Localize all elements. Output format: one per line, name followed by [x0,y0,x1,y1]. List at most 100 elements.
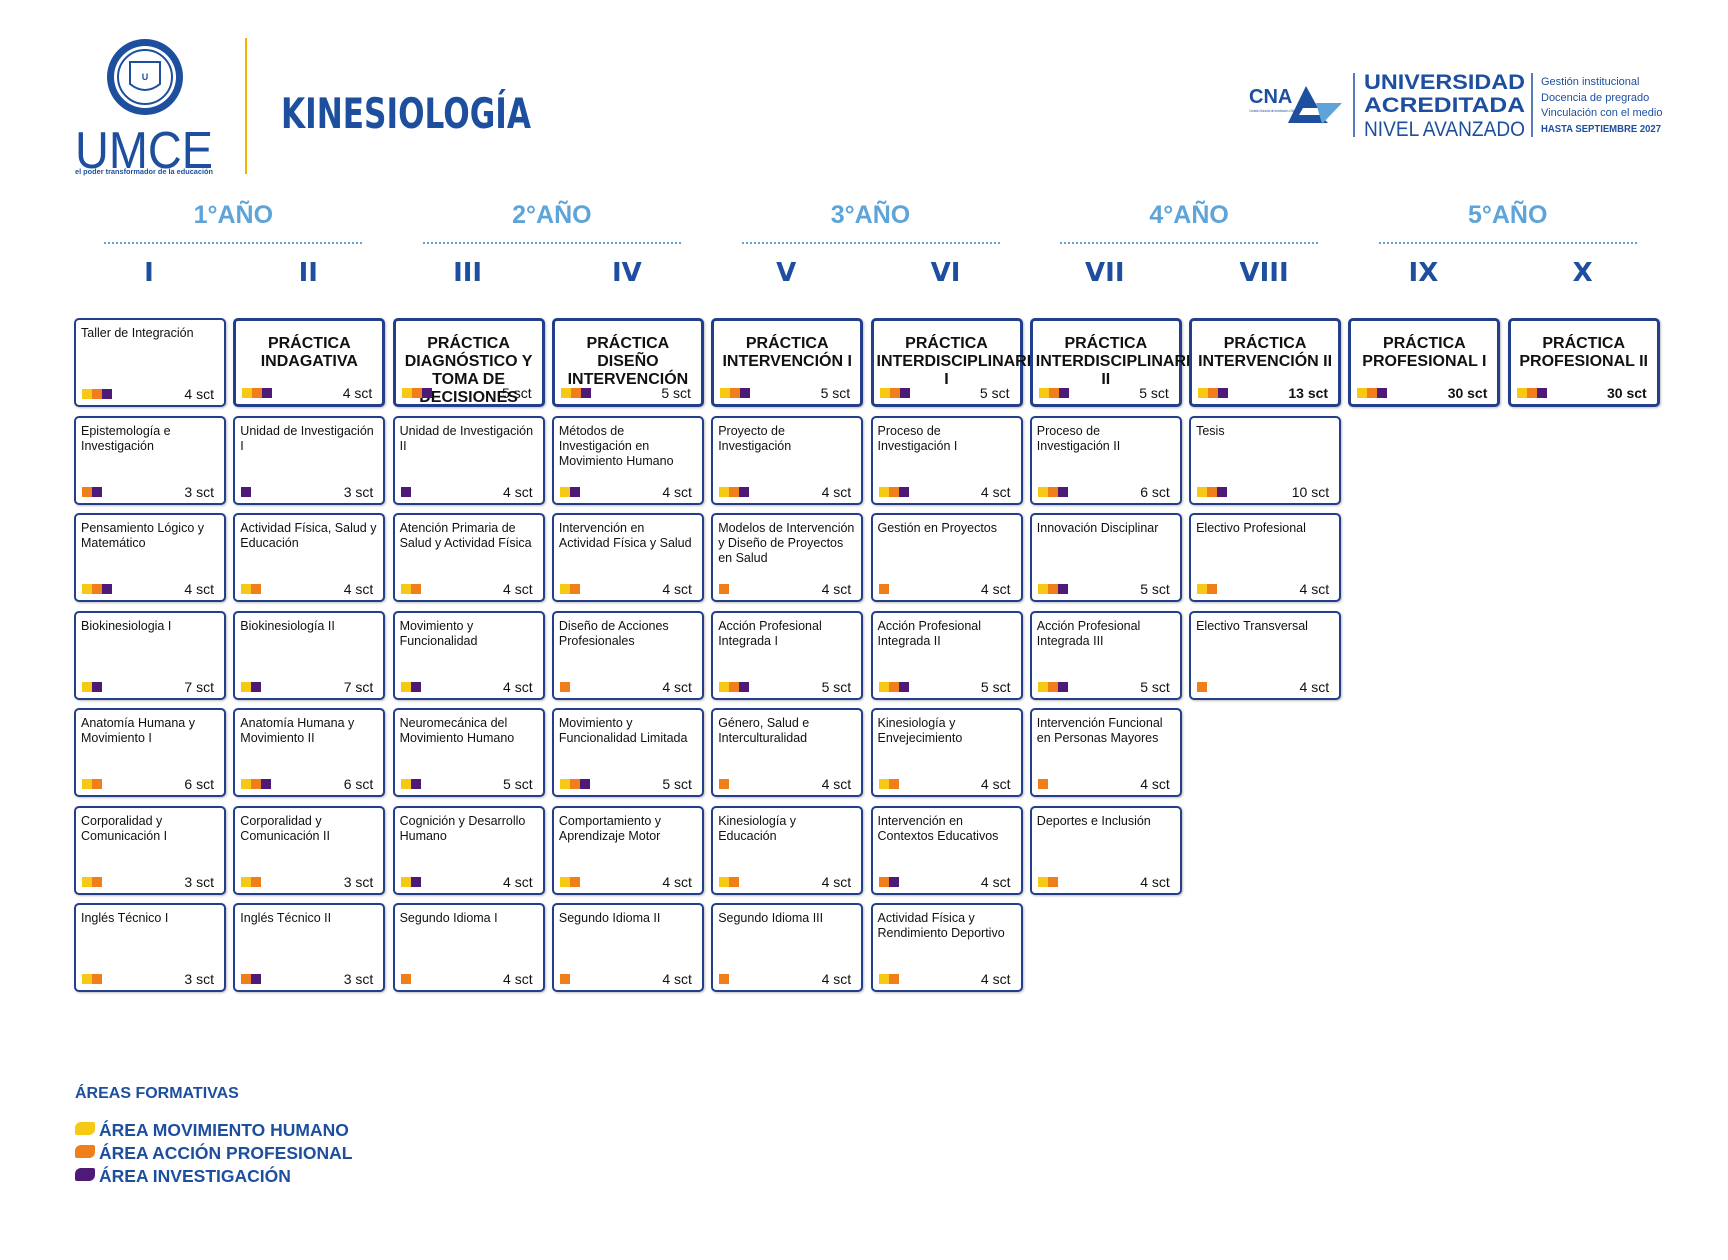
area-marker [1207,486,1218,497]
svg-text:U: U [142,72,149,82]
course-name: Anatomía Humana y Movimiento I [81,716,195,745]
year-divider [422,242,681,244]
course-name: Cognición y Desarrollo Humano [399,813,526,843]
area-marker [261,779,272,789]
course-card: Biokinesiología II 7 sct [233,610,386,700]
area-marker [729,876,740,887]
area-marker [1037,486,1048,497]
area-marker [1047,584,1058,594]
area-marker [729,681,740,692]
area-marker [569,876,580,887]
semester-label: V [776,258,797,288]
course-credits: 4 sct [503,873,533,890]
course-card: Inglés Técnico I 3 sct [74,903,226,992]
area-marker [410,681,421,692]
course-card: Acción Profesional Integrada III 5 sct [1029,610,1182,700]
course-credits: 3 sct [184,873,214,890]
course-card: Corporalidad y Comunicación II 3 sct [233,805,386,895]
course-credits: 4 sct [503,971,533,987]
course-name: Movimiento y Funcionalidad [399,618,478,648]
course-name: Tesis [1196,423,1225,438]
area-marker [1536,388,1547,398]
accreditation-area: Vinculación con el medio [1541,107,1662,119]
course-name: Inglés Técnico I [81,911,169,925]
area-marker [719,486,730,497]
course-name: Intervención en Contextos Educativos [877,813,999,843]
course-name: Electivo Profesional [1196,521,1306,535]
course-card: Cognición y Desarrollo Humano 4 sct [392,805,545,895]
area-marker [878,974,889,984]
semester-label: IV [611,258,642,288]
course-credits: 4 sct [184,581,214,597]
course-credits: 6 sct [1140,483,1170,500]
course-credits: 4 sct [1299,678,1330,695]
course-credits: 3 sct [184,483,214,500]
legend-item: ÁREA MOVIMIENTO HUMANO [75,1119,352,1142]
course-credits: 5 sct [1140,581,1170,597]
area-marker [1198,388,1209,398]
course-name: Movimiento y Funcionalidad Limitada [558,716,688,745]
area-marker [559,779,570,789]
semester-label: II [298,258,318,288]
area-marker [1207,584,1218,594]
course-card: Kinesiología y Envejecimiento 4 sct [870,708,1023,797]
area-marker [92,584,102,594]
course-card: Neuromecánica del Movimiento Humano 5 sct [392,708,545,797]
area-marker [580,388,591,398]
course-card: Kinesiología y Educación 4 sct [711,805,864,895]
area-marker [889,388,900,398]
course-credits: 5 sct [502,385,532,401]
area-marker [1037,876,1048,887]
course-name: Intervención en Actividad Física y Salud [558,521,692,550]
course-card: Acción Profesional Integrada II 5 sct [870,610,1023,700]
course-card: Comportamiento y Aprendizaje Motor 4 sct [551,805,704,895]
course-card: Métodos de Investigación en Movimiento H… [551,415,704,505]
course-card: PRÁCTICA INTERVENCIÓN II 13 sct [1189,318,1342,407]
area-marker [559,681,570,692]
course-card: Intervención en Actividad Física y Salud… [551,513,704,602]
area-marker [739,681,750,692]
legend-label: ÁREA INVESTIGACIÓN [99,1166,291,1186]
area-marker [569,486,580,497]
legend-swatch [75,1122,95,1135]
course-name: Diseño de Acciones Profesionales [558,618,669,648]
course-name: PRÁCTICA PROFESIONAL II [1519,335,1648,370]
course-name: Actividad Física, Salud y Educación [240,521,377,550]
area-marker [719,876,730,887]
course-name: Kinesiología y Educación [718,813,797,843]
area-marker [251,876,262,887]
legend-label: ÁREA ACCIÓN PROFESIONAL [99,1143,353,1163]
accreditation-line: UNIVERSIDAD [1364,71,1525,94]
area-marker [898,486,909,497]
accreditation-line: ACREDITADA [1364,94,1525,117]
year-divider [104,242,363,244]
course-credits: 7 sct [343,678,374,695]
area-marker [1047,681,1058,692]
area-marker [1037,584,1048,594]
tagline: el poder transformador de la educación [75,167,213,176]
course-name: Biokinesiologia I [81,618,172,633]
course-credits: 4 sct [821,873,852,890]
course-name: PRÁCTICA INTERDISCIPLINARIA I [876,335,1043,388]
area-marker [410,876,421,887]
course-credits: 4 sct [662,678,692,695]
course-credits: 5 sct [979,385,1010,401]
course-name: PRÁCTICA INTERVENCIÓN I [722,335,852,370]
course-credits: 4 sct [342,385,373,401]
course-credits: 4 sct [980,776,1011,792]
course-credits: 7 sct [184,678,214,695]
course-credits: 4 sct [184,386,214,402]
course-name: Métodos de Investigación en Movimiento H… [558,423,674,468]
area-marker [92,681,102,692]
course-name: Segundo Idioma I [399,911,498,925]
course-name: Deportes e Inclusión [1036,813,1151,828]
course-name: Comportamiento y Aprendizaje Motor [558,813,662,843]
course-name: Gestión en Proyectos [877,521,998,535]
semester-label: VII [1085,258,1125,288]
course-card: Atención Primaria de Salud y Actividad F… [392,513,545,602]
area-marker [888,779,899,789]
legend-swatch [75,1168,95,1181]
course-credits: 4 sct [503,581,533,597]
course-card: Movimiento y Funcionalidad Limitada 5 sct [551,708,704,797]
area-marker [241,486,252,497]
